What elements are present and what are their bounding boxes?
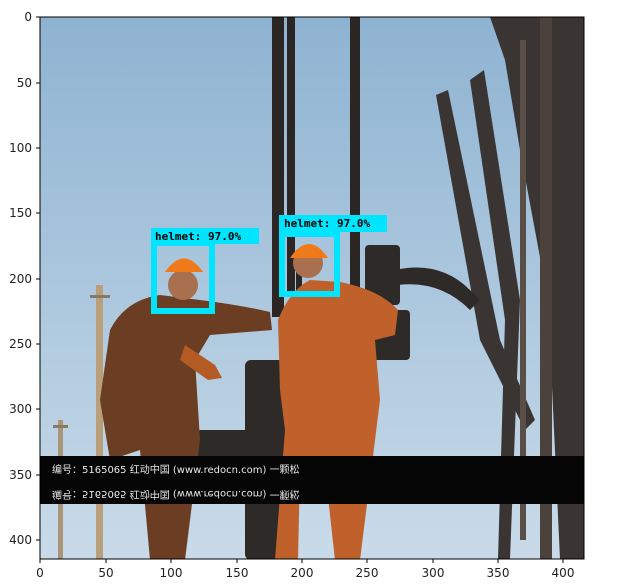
x-tick-label: 150	[226, 566, 249, 580]
x-tick-label: 350	[487, 566, 510, 580]
y-tick-label: 50	[17, 76, 32, 90]
x-tick-label: 0	[36, 566, 44, 580]
y-tick-label: 400	[9, 533, 32, 547]
detection-1: helmet: 97.0%	[151, 228, 259, 314]
photo: 编号：5165065 红动中国 (www.redocn.com) 一颗松 编号：…	[40, 17, 584, 559]
y-tick-label: 250	[9, 337, 32, 351]
detection-label: helmet: 97.0%	[155, 230, 241, 243]
detection-label-bg	[279, 215, 387, 232]
detection-label-bg	[151, 228, 259, 244]
y-tick-label: 350	[9, 468, 32, 482]
detection-2: helmet: 97.0%	[279, 215, 387, 297]
watermark-text: 编号：5165065 红动中国 (www.redocn.com) 一颗松	[52, 463, 300, 476]
y-axis: 0 50 100 150 200 250 300 350 400	[9, 10, 40, 547]
watermark-band	[40, 456, 584, 504]
y-tick-label: 100	[9, 141, 32, 155]
worker-left	[100, 258, 272, 559]
y-tick-label: 200	[9, 272, 32, 286]
x-tick-label: 250	[356, 566, 379, 580]
x-tick-label: 300	[422, 566, 445, 580]
x-tick-label: 100	[160, 566, 183, 580]
y-tick-label: 300	[9, 402, 32, 416]
axes-frame	[39, 16, 585, 560]
x-axis: 0 50 100 150 200 250 300 350 400	[36, 559, 574, 580]
x-tick-label: 400	[552, 566, 575, 580]
y-tick-label: 0	[24, 10, 32, 24]
rig-structure	[436, 17, 584, 559]
detection-box	[279, 231, 340, 297]
x-tick-label: 50	[98, 566, 113, 580]
watermark-mirror-text: 编号：5165065 红动中国 (www.redocn.com) 一颗松	[52, 488, 300, 501]
y-tick-label: 150	[9, 206, 32, 220]
x-tick-label: 200	[291, 566, 314, 580]
detection-label: helmet: 97.0%	[284, 217, 370, 230]
